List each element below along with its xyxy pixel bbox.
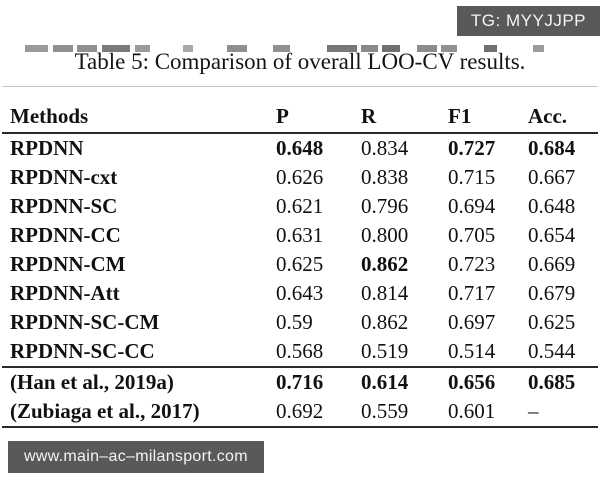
value-cell: 0.648 <box>528 194 576 218</box>
method-cell: RPDNN-SC-CC <box>10 339 155 363</box>
table-row: RPDNN-SC-CM 0.59 0.862 0.697 0.625 <box>2 308 598 337</box>
value-cell: 0.692 <box>276 399 324 423</box>
value-cell: 0.559 <box>361 399 409 423</box>
value-cell: 0.601 <box>448 399 496 423</box>
artifact-block <box>135 45 150 52</box>
value-cell: 0.697 <box>448 310 496 334</box>
value-cell: 0.679 <box>528 281 576 305</box>
value-cell: 0.59 <box>276 310 313 334</box>
artifact-block <box>273 45 290 52</box>
value-cell: 0.684 <box>528 136 576 160</box>
artifact-block <box>382 45 400 52</box>
table-header-row: Methods P R F1 Acc. <box>2 87 598 132</box>
table-caption: Table 5: Comparison of overall LOO-CV re… <box>74 49 526 74</box>
column-header-methods: Methods <box>10 104 89 128</box>
method-cell: RPDNN-CM <box>10 252 126 276</box>
artifact-block <box>77 45 97 52</box>
table-row: RPDNN-Att 0.643 0.814 0.717 0.679 <box>2 279 598 308</box>
value-cell: 0.667 <box>528 165 576 189</box>
method-cell: (Han et al., 2019a) <box>10 370 174 394</box>
value-cell: 0.796 <box>361 194 409 218</box>
value-cell: 0.727 <box>448 136 496 160</box>
value-cell: 0.631 <box>276 223 324 247</box>
cropped-text-artifacts <box>0 45 600 53</box>
method-cell: RPDNN-Att <box>10 281 120 305</box>
value-cell: 0.621 <box>276 194 324 218</box>
value-cell: 0.654 <box>528 223 576 247</box>
value-cell: 0.694 <box>448 194 496 218</box>
value-cell: 0.838 <box>361 165 409 189</box>
method-cell: RPDNN-SC <box>10 194 118 218</box>
value-cell: 0.643 <box>276 281 324 305</box>
value-cell: 0.648 <box>276 136 324 160</box>
value-cell: 0.568 <box>276 339 324 363</box>
value-cell: 0.834 <box>361 136 409 160</box>
value-cell: 0.544 <box>528 339 576 363</box>
artifact-block <box>441 45 457 52</box>
value-cell: 0.814 <box>361 281 409 305</box>
method-cell: RPDNN <box>10 136 84 160</box>
table-row: RPDNN 0.648 0.834 0.727 0.684 <box>2 134 598 163</box>
column-header-f1: F1 <box>448 104 472 128</box>
artifact-block <box>327 45 357 52</box>
artifact-block <box>417 45 437 52</box>
artifact-block <box>102 45 130 52</box>
method-cell: (Zubiaga et al., 2017) <box>10 399 200 423</box>
value-cell: 0.862 <box>361 310 409 334</box>
value-cell: – <box>528 399 539 423</box>
method-cell: RPDNN-SC-CM <box>10 310 160 334</box>
results-table: Methods P R F1 Acc. RPDNN 0.648 0.834 0.727… <box>2 86 598 428</box>
table-row: RPDNN-CM 0.625 0.862 0.723 0.669 <box>2 250 598 279</box>
table-headrule <box>2 132 598 134</box>
value-cell: 0.625 <box>276 252 324 276</box>
table-row: RPDNN-CC 0.631 0.800 0.705 0.654 <box>2 221 598 250</box>
method-cell: RPDNN-cxt <box>10 165 118 189</box>
value-cell: 0.705 <box>448 223 496 247</box>
value-cell: 0.717 <box>448 281 496 305</box>
artifact-block <box>53 45 73 52</box>
table-row: (Zubiaga et al., 2017) 0.692 0.559 0.601 – <box>2 397 598 426</box>
column-header-acc: Acc. <box>528 104 568 128</box>
artifact-block <box>183 45 193 52</box>
table-row: RPDNN-cxt 0.626 0.838 0.715 0.667 <box>2 163 598 192</box>
value-cell: 0.656 <box>448 370 496 394</box>
value-cell: 0.716 <box>276 370 324 394</box>
url-watermark: www.main–ac–milansport.com <box>8 441 264 473</box>
value-cell: 0.514 <box>448 339 496 363</box>
value-cell: 0.723 <box>448 252 496 276</box>
table-toprule <box>2 86 598 87</box>
artifact-block <box>361 45 378 52</box>
column-header-p: P <box>276 104 289 128</box>
value-cell: 0.685 <box>528 370 576 394</box>
value-cell: 0.625 <box>528 310 576 334</box>
value-cell: 0.519 <box>361 339 409 363</box>
table-row: RPDNN-SC 0.621 0.796 0.694 0.648 <box>2 192 598 221</box>
table-bottomrule <box>2 426 598 428</box>
table-row: (Han et al., 2019a) 0.716 0.614 0.656 0.685 <box>2 368 598 397</box>
table-midrule <box>2 366 598 368</box>
artifact-block <box>533 45 544 52</box>
table-body: RPDNN 0.648 0.834 0.727 0.684 RPDNN-cxt 0.626 0… <box>2 134 598 426</box>
telegram-badge: TG: MYYJJPP <box>456 6 600 36</box>
value-cell: 0.669 <box>528 252 576 276</box>
value-cell: 0.800 <box>361 223 409 247</box>
artifact-block <box>227 45 247 52</box>
column-header-r: R <box>361 104 377 128</box>
value-cell: 0.626 <box>276 165 324 189</box>
method-cell: RPDNN-CC <box>10 223 121 247</box>
artifact-block <box>25 45 48 52</box>
table-row: RPDNN-SC-CC 0.568 0.519 0.514 0.544 <box>2 337 598 366</box>
artifact-block <box>484 45 497 52</box>
value-cell: 0.862 <box>361 252 409 276</box>
value-cell: 0.614 <box>361 370 409 394</box>
value-cell: 0.715 <box>448 165 496 189</box>
